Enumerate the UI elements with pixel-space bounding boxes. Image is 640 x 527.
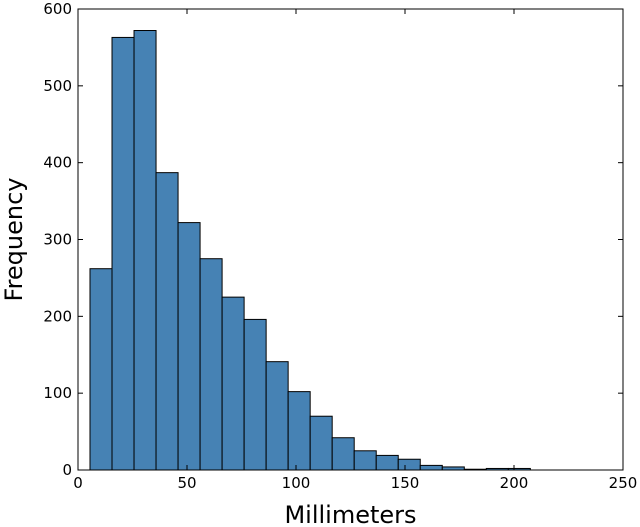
histogram-bar [111, 36, 135, 471]
bars-group [89, 30, 531, 471]
histogram-bar [133, 30, 157, 471]
y-axis-label: Frequency [0, 178, 28, 302]
x-tick-label: 150 [391, 474, 420, 492]
x-tick-label: 200 [500, 474, 529, 492]
histogram-bar [287, 391, 311, 471]
histogram-bar [419, 464, 443, 471]
histogram-bar [89, 268, 113, 471]
x-tick-label: 50 [177, 474, 196, 492]
x-axis-label: Millimeters [284, 501, 416, 527]
y-tick-label: 0 [62, 461, 72, 479]
histogram-bar [397, 458, 421, 471]
histogram-bar [177, 222, 201, 471]
x-tick-label: 100 [282, 474, 311, 492]
y-tick-label: 500 [43, 77, 72, 95]
ticks-group: 0 50 100 150 200 250 0 100 200 300 400 500 600 [43, 0, 637, 492]
y-tick-label: 200 [43, 307, 72, 325]
x-tick-label: 0 [73, 474, 83, 492]
y-tick-label: 300 [43, 231, 72, 249]
histogram-bar [331, 437, 355, 471]
histogram-bar [155, 172, 179, 471]
histogram-bar [353, 450, 377, 471]
histogram-bar [243, 318, 267, 471]
histogram-bar [199, 258, 223, 471]
histogram-bar [309, 415, 333, 471]
histogram-bar [375, 454, 399, 471]
x-tick-label: 250 [609, 474, 638, 492]
histogram-bar [221, 296, 245, 471]
histogram-bar [265, 361, 289, 471]
y-tick-label: 600 [43, 0, 72, 18]
plot-frame [77, 8, 624, 471]
y-tick-label: 400 [43, 154, 72, 172]
y-tick-label: 100 [43, 384, 72, 402]
